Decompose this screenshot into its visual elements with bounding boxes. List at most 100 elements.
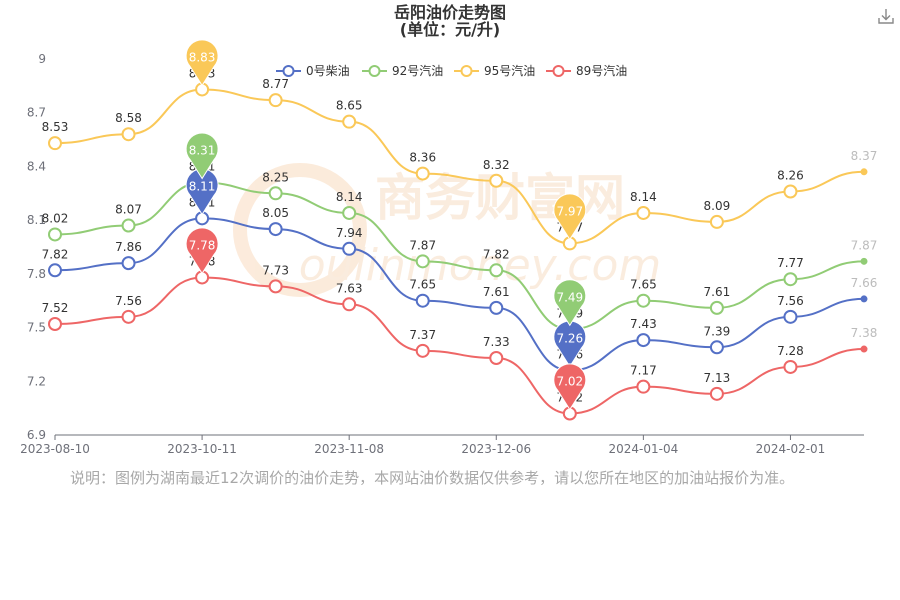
data-point[interactable] <box>415 254 430 269</box>
data-label: 8.36 <box>409 151 436 165</box>
data-label: 8.65 <box>336 99 363 113</box>
legend-symbol <box>282 65 295 77</box>
data-point[interactable] <box>415 166 430 181</box>
data-point[interactable] <box>342 114 357 129</box>
marker-pin: 7.49 <box>553 279 587 327</box>
y-tick-label: 8.1 <box>27 213 46 227</box>
data-point[interactable] <box>48 316 62 331</box>
y-tick-label: 7.8 <box>27 267 46 281</box>
data-point[interactable] <box>121 127 136 142</box>
data-point[interactable] <box>783 272 798 287</box>
data-label: 8.58 <box>115 111 142 125</box>
pin-shape <box>553 279 587 327</box>
data-point[interactable] <box>783 359 798 374</box>
data-label: 7.63 <box>336 281 363 295</box>
legend-item[interactable]: 92号汽油 <box>362 63 443 78</box>
data-label: 7.43 <box>630 317 657 331</box>
data-point[interactable] <box>121 309 136 324</box>
data-label: 8.53 <box>42 120 69 134</box>
legend-item[interactable]: 0号柴油 <box>276 64 350 78</box>
data-point[interactable] <box>342 297 357 312</box>
y-tick-label: 9 <box>38 52 46 66</box>
legend-symbol <box>552 65 565 77</box>
series-89号汽油: 7.527.567.787.737.637.377.337.027.177.13… <box>42 254 878 421</box>
legend-item[interactable]: 89号汽油 <box>546 63 627 78</box>
data-label: 7.52 <box>42 301 69 315</box>
legend-symbol <box>460 65 473 77</box>
data-point[interactable] <box>415 293 430 308</box>
legend-item[interactable]: 95号汽油 <box>454 63 535 78</box>
data-label: 7.86 <box>115 240 142 254</box>
data-point[interactable] <box>783 309 798 324</box>
data-label: 8.02 <box>42 211 69 225</box>
data-label: 7.56 <box>115 294 142 308</box>
data-point[interactable] <box>489 173 504 188</box>
pin-shape <box>185 39 219 87</box>
data-label: 7.65 <box>409 278 436 292</box>
data-point[interactable] <box>415 343 430 358</box>
data-label: 8.37 <box>851 149 878 163</box>
data-point[interactable] <box>783 184 798 199</box>
data-point[interactable] <box>268 279 283 294</box>
legend-label: 0号柴油 <box>306 64 350 78</box>
data-point[interactable] <box>709 214 724 229</box>
data-point[interactable] <box>860 168 868 176</box>
x-tick-label: 2024-01-04 <box>608 442 678 456</box>
pin-label: 7.02 <box>556 375 583 389</box>
data-point[interactable] <box>489 351 504 366</box>
data-label: 7.82 <box>483 247 510 261</box>
data-label: 8.09 <box>704 199 731 213</box>
data-point[interactable] <box>121 256 136 271</box>
data-label: 8.77 <box>262 77 289 91</box>
chart-subtitle: (单位：元/升) <box>399 20 501 39</box>
data-label: 7.65 <box>630 278 657 292</box>
data-point[interactable] <box>636 379 651 394</box>
legend-symbol <box>368 65 381 77</box>
data-point[interactable] <box>268 222 283 237</box>
data-point[interactable] <box>489 300 504 315</box>
y-tick-label: 8.4 <box>27 159 46 173</box>
data-point[interactable] <box>342 205 357 220</box>
data-point[interactable] <box>636 293 651 308</box>
y-tick-label: 6.9 <box>27 428 46 442</box>
marker-pin: 7.26 <box>553 320 587 368</box>
data-label: 7.61 <box>704 285 731 299</box>
data-point[interactable] <box>48 136 62 151</box>
data-point[interactable] <box>121 218 136 233</box>
data-label: 7.28 <box>777 344 804 358</box>
pin-label: 8.31 <box>189 144 216 158</box>
series-95号汽油: 8.538.588.838.778.658.368.327.978.148.09… <box>42 66 878 251</box>
download-icon[interactable] <box>877 7 895 25</box>
x-tick-label: 2023-08-10 <box>20 442 90 456</box>
y-tick-label: 8.7 <box>27 106 46 120</box>
pin-label: 8.83 <box>189 50 216 64</box>
data-label: 8.25 <box>262 170 289 184</box>
marker-pin: 8.31 <box>185 132 219 180</box>
x-tick-label: 2023-11-08 <box>314 442 384 456</box>
data-point[interactable] <box>709 300 724 315</box>
watermark-url: oulinmoney.com <box>299 240 661 291</box>
data-label: 7.38 <box>851 326 878 340</box>
marker-pin: 8.83 <box>185 39 219 87</box>
data-point[interactable] <box>489 263 504 278</box>
data-point[interactable] <box>709 386 724 401</box>
data-point[interactable] <box>636 333 651 348</box>
data-label: 7.82 <box>42 247 69 261</box>
data-point[interactable] <box>268 186 283 201</box>
data-point[interactable] <box>342 241 357 256</box>
data-point[interactable] <box>709 340 724 355</box>
data-point[interactable] <box>48 263 62 278</box>
data-point[interactable] <box>860 295 868 303</box>
data-point[interactable] <box>48 227 62 242</box>
data-point[interactable] <box>860 257 868 265</box>
data-point[interactable] <box>268 93 283 108</box>
pin-label: 7.78 <box>189 238 216 252</box>
data-point[interactable] <box>860 345 868 353</box>
chart-title: 岳阳油价走势图 <box>393 3 506 22</box>
data-label: 8.32 <box>483 158 510 172</box>
data-point[interactable] <box>636 205 651 220</box>
data-label: 7.94 <box>336 226 363 240</box>
series-line <box>54 88 865 245</box>
